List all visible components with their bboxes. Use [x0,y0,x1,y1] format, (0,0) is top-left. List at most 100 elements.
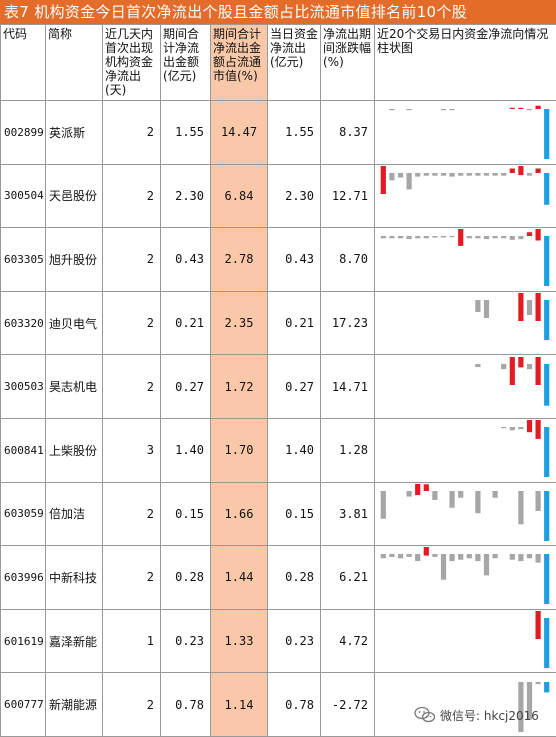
flow-bar [484,173,489,176]
flow-bar-chart [375,292,555,354]
flow-bar [389,109,394,110]
header-chart: 近20个交易日内资金净流向情况柱状图 [375,25,556,101]
cell-name: 上柴股份 [46,418,103,482]
cell-total: 1.40 [161,418,211,482]
flow-bar [475,173,480,176]
flow-bar [536,491,541,511]
cell-days: 3 [103,418,161,482]
cell-ratio: 1.66 [211,482,268,546]
flow-bar [527,109,532,110]
header-today: 当日资金净流出(亿元) [268,25,321,101]
flow-bar [501,173,506,176]
flow-bar-chart [375,546,555,608]
flow-bar [458,491,463,498]
flow-bar [441,236,446,238]
cell-name: 中新科技 [46,546,103,610]
flow-bar-chart [375,165,555,227]
flow-bar [518,357,523,367]
flow-bar-chart [375,419,555,481]
cell-days: 1 [103,609,161,673]
flow-bar [389,173,394,180]
flow-bar [407,173,412,189]
cell-today: 0.27 [268,355,321,419]
flow-bar [424,484,429,491]
flow-bar [467,236,472,238]
cell-chart [375,546,556,610]
cell-today: 0.21 [268,291,321,355]
flow-bar [441,554,446,580]
cell-total: 0.78 [161,673,211,737]
cell-change: 4.72 [321,609,375,673]
flow-bar [544,109,549,159]
flow-bar [407,109,412,110]
cell-days: 2 [103,291,161,355]
flow-bar-chart [375,228,555,290]
cell-code: 603059 [1,482,46,546]
cell-code: 603996 [1,546,46,610]
flow-bar [536,168,541,173]
flow-bar [484,300,489,318]
flow-bar [527,420,532,432]
flow-bar [450,173,455,177]
cell-today: 0.23 [268,609,321,673]
flow-bar [544,554,549,604]
flow-bar [493,554,498,558]
flow-bar [527,364,532,369]
cell-days: 2 [103,546,161,610]
flow-bar [424,547,429,556]
cell-change: 8.70 [321,228,375,292]
flow-bar-chart [375,610,555,672]
flow-bar [527,300,532,315]
cell-change: 1.28 [321,418,375,482]
cell-days: 2 [103,228,161,292]
header-row: 代码 简称 近几天内首次出现机构资金净流出(天) 期间合计净流出金额(亿元) 期… [1,25,556,101]
cell-today: 1.40 [268,418,321,482]
cell-chart [375,609,556,673]
header-name: 简称 [46,25,103,101]
cell-chart [375,101,556,165]
watermark: 微信号: hkcj2016 [414,700,556,730]
cell-ratio: 1.72 [211,355,268,419]
cell-ratio: 14.47 [211,101,268,165]
flow-bar [450,554,455,561]
flow-bar [501,427,506,428]
flow-bar [475,554,480,561]
flow-bar [432,554,437,557]
flow-bar [510,236,515,240]
flow-bar [518,108,523,109]
cell-name: 迪贝电气 [46,291,103,355]
flow-bar [475,491,480,513]
flow-bar [536,611,541,639]
header-total: 期间合计净流出金额(亿元) [161,25,211,101]
flow-bar [458,554,463,560]
cell-code: 601619 [1,609,46,673]
header-days: 近几天内首次出现机构资金净流出(天) [103,25,161,101]
flow-bar [501,364,506,369]
cell-change: 14.71 [321,355,375,419]
flow-bar [501,236,506,238]
flow-bar [544,682,549,692]
flow-bar [536,357,541,385]
flow-bar-chart [375,483,555,545]
flow-bar [544,173,549,205]
cell-name: 倍加洁 [46,482,103,546]
flow-bar [450,236,455,237]
flow-bar [536,420,541,439]
flow-bar [398,236,403,238]
flow-bar [475,364,480,367]
cell-total: 0.15 [161,482,211,546]
flow-bar [518,166,523,175]
cell-today: 2.30 [268,164,321,228]
flow-bar [544,300,549,340]
flow-bar [398,173,403,178]
cell-days: 2 [103,101,161,165]
header-change: 净流出期间涨跌幅(%) [321,25,375,101]
cell-name: 旭升股份 [46,228,103,292]
cell-change: -2.72 [321,673,375,737]
flow-bar [441,173,446,176]
flow-bar [415,173,420,177]
